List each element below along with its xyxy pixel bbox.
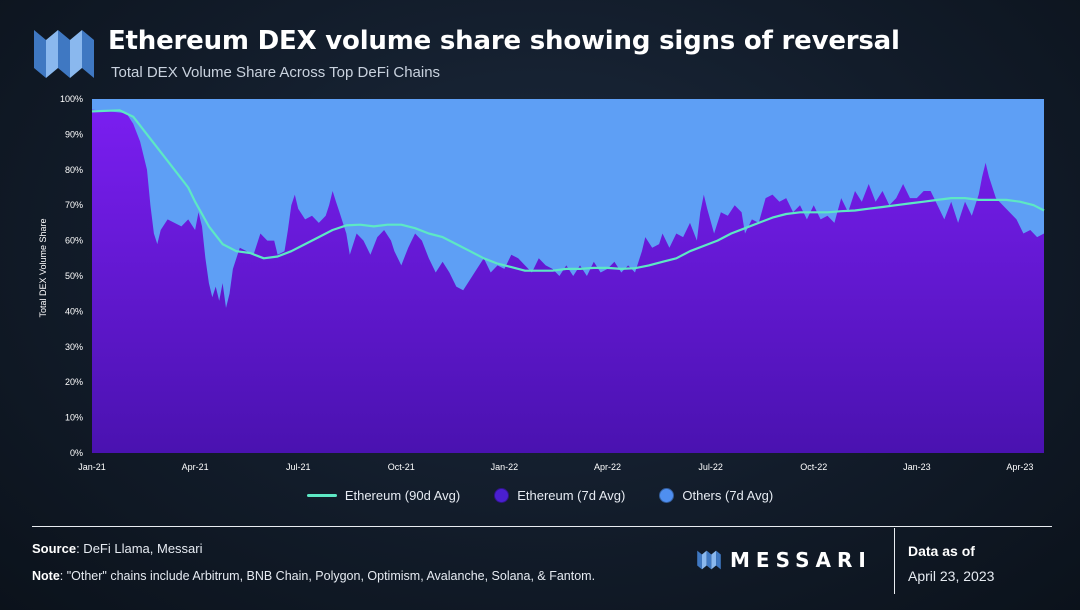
chart-legend: Ethereum (90d Avg) Ethereum (7d Avg) Oth…	[0, 488, 1080, 503]
note-line: Note: "Other" chains include Arbitrum, B…	[32, 569, 595, 583]
y-tick-label: 30%	[65, 342, 83, 352]
x-tick-label: Jan-21	[78, 462, 106, 472]
x-tick-label: Jan-23	[903, 462, 931, 472]
y-tick-label: 60%	[65, 236, 83, 246]
messari-logo	[34, 30, 94, 78]
note-label: Note	[32, 569, 60, 583]
y-tick-label: 50%	[65, 271, 83, 281]
legend-item-ethereum-90d: Ethereum (90d Avg)	[306, 488, 461, 503]
y-tick-label: 10%	[65, 413, 83, 423]
source-line: Source: DeFi Llama, Messari	[32, 541, 203, 556]
x-tick-label: Oct-22	[800, 462, 827, 472]
y-tick-label: 80%	[65, 165, 83, 175]
legend-label: Ethereum (90d Avg)	[344, 488, 461, 503]
legend-label: Others (7d Avg)	[682, 488, 774, 503]
page-title: Ethereum DEX volume share showing signs …	[108, 26, 900, 56]
y-tick-label: 20%	[65, 377, 83, 387]
brand-name: MESSARI	[730, 548, 872, 572]
x-tick-label: Apr-22	[594, 462, 621, 472]
data-as-of-date: April 23, 2023	[908, 568, 995, 584]
legend-swatch-ethereum-7d	[494, 488, 510, 503]
ethereum-7d-area	[92, 109, 1044, 453]
x-tick-label: Oct-21	[388, 462, 415, 472]
y-tick-label: 70%	[65, 200, 83, 210]
y-tick-label: 0%	[70, 448, 83, 458]
legend-swatch-ethereum-90d	[306, 494, 337, 497]
y-tick-label: 90%	[65, 129, 83, 139]
x-tick-label: Jan-22	[491, 462, 519, 472]
y-tick-label: 40%	[65, 306, 83, 316]
messari-mark-icon	[697, 550, 721, 570]
x-tick-label: Jul-22	[698, 462, 723, 472]
note-text: : "Other" chains include Arbitrum, BNB C…	[59, 569, 596, 583]
legend-item-others-7d: Others (7d Avg)	[659, 488, 773, 503]
footer-vertical-divider	[894, 528, 895, 594]
legend-item-ethereum-7d: Ethereum (7d Avg)	[494, 488, 625, 503]
footer-divider	[32, 526, 1052, 527]
data-as-of-label: Data as of	[908, 543, 975, 559]
x-tick-label: Apr-23	[1006, 462, 1033, 472]
legend-label: Ethereum (7d Avg)	[517, 488, 626, 503]
x-tick-label: Jul-21	[286, 462, 311, 472]
y-tick-label: 100%	[60, 94, 83, 104]
y-axis-label: Total DEX Volume Share	[38, 218, 48, 317]
ethereum-90d-line	[91, 109, 1045, 272]
legend-swatch-others-7d	[659, 488, 675, 503]
chart: 0% 10% 20% 30% 40% 50% 60% 70% 80% 90% 100% Jan-21…	[38, 94, 1045, 472]
page-subtitle: Total DEX Volume Share Across Top DeFi C…	[111, 64, 441, 81]
x-tick-label: Apr-21	[182, 462, 209, 472]
source-text: : DeFi Llama, Messari	[76, 541, 203, 556]
brand-lockup: MESSARI	[696, 548, 872, 572]
source-label: Source	[32, 541, 77, 556]
